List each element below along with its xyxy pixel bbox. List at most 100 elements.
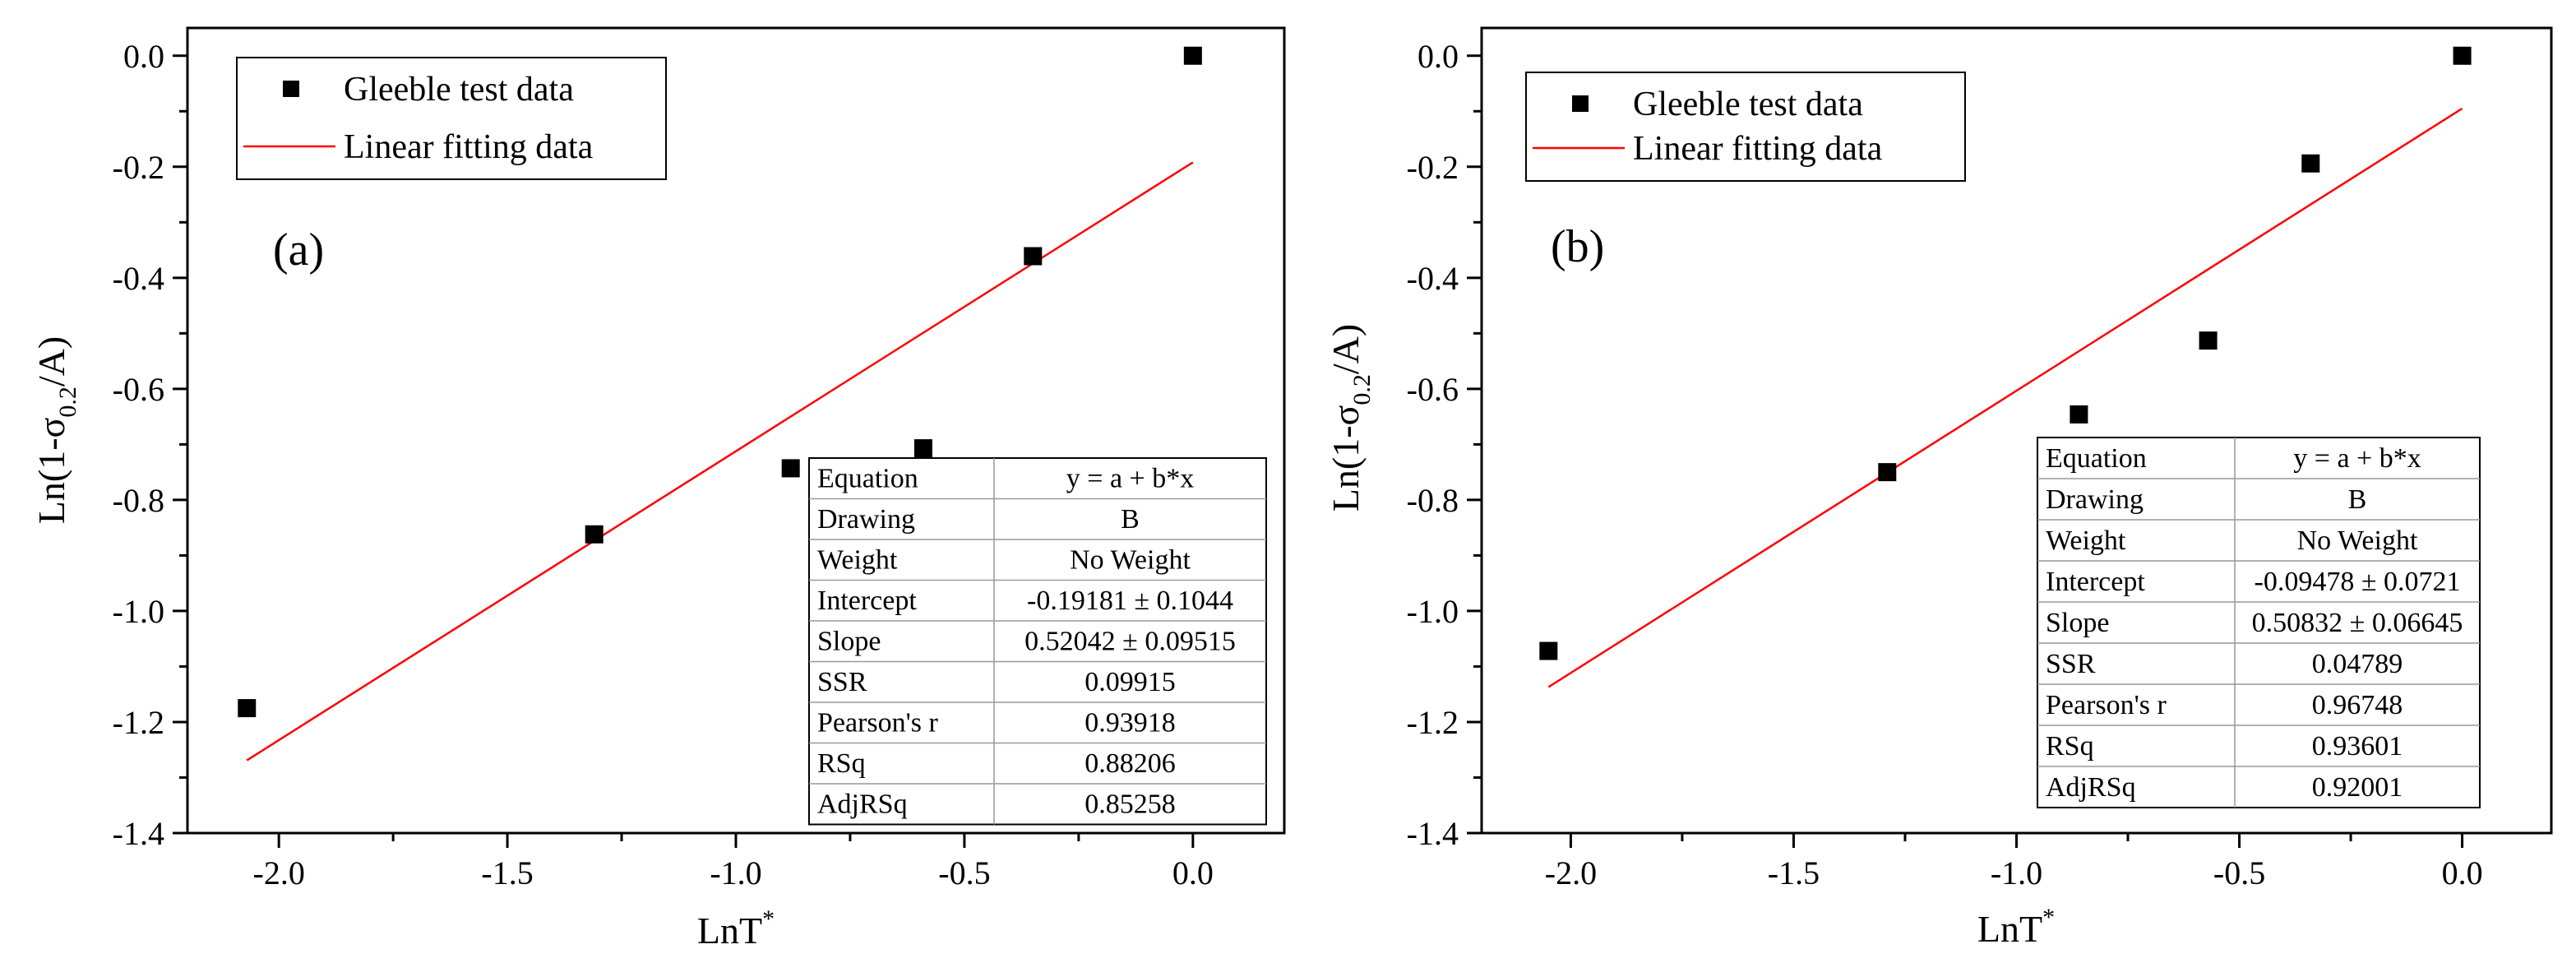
- legend-line-label: Linear fitting data: [344, 128, 594, 166]
- fit-table-value: -0.09478 ± 0.0721: [2255, 567, 2461, 597]
- fit-table-key: Slope: [2046, 608, 2109, 638]
- data-point: [238, 699, 257, 718]
- fit-table-key: Weight: [817, 545, 898, 576]
- data-point: [2453, 46, 2472, 65]
- x-tick-label: 0.0: [2442, 854, 2483, 891]
- y-tick-label: -0.8: [113, 482, 164, 519]
- x-axis-title-sup: *: [2042, 904, 2055, 931]
- data-point: [2070, 405, 2088, 424]
- y-tick-label: -0.6: [1407, 371, 1459, 408]
- fit-table-value: y = a + b*x: [1066, 464, 1194, 494]
- fit-table-key: Equation: [2046, 443, 2147, 474]
- x-tick-label: 0.0: [1172, 854, 1214, 891]
- data-point: [2301, 154, 2320, 173]
- y-tick-label: -1.4: [1407, 815, 1459, 852]
- legend-box: [236, 57, 667, 180]
- fit-line: [1547, 107, 2463, 688]
- fit-table-value: 0.50832 ± 0.06645: [2252, 608, 2463, 638]
- fit-table-value: 0.92001: [2312, 772, 2403, 803]
- legend-box: [1525, 72, 1966, 182]
- y-axis-title-sub: 0.2: [54, 387, 81, 418]
- fit-table-key: Drawing: [817, 504, 915, 535]
- data-point: [913, 439, 932, 458]
- x-tick-label: -1.5: [1768, 854, 1820, 891]
- y-tick-label: 0.0: [123, 38, 164, 75]
- y-tick-label: 0.0: [1417, 38, 1459, 75]
- fit-table-value: 0.09915: [1085, 667, 1176, 697]
- y-tick-label: -0.2: [113, 149, 164, 186]
- y-tick-label: -0.8: [1407, 482, 1459, 519]
- y-axis-title: Ln(1-σ0.2/A): [1325, 324, 1376, 512]
- fit-table-value: 0.93918: [1085, 708, 1176, 738]
- fit-table-value: B: [2348, 484, 2367, 515]
- y-tick-label: -1.4: [113, 815, 164, 852]
- fit-table-value: 0.04789: [2312, 649, 2403, 679]
- x-tick-label: -1.5: [481, 854, 533, 891]
- fit-table-key: Equation: [817, 464, 918, 494]
- fit-table-value: B: [1121, 504, 1140, 535]
- fit-table-key: Weight: [2046, 525, 2126, 556]
- fit-table-border: [2037, 437, 2481, 808]
- legend-line-label: Linear fitting data: [1633, 130, 1883, 168]
- x-tick-label: -0.5: [938, 854, 990, 891]
- panel-label: (a): [273, 225, 324, 275]
- data-point: [1878, 463, 1897, 482]
- fit-table-value: 0.93601: [2312, 731, 2403, 762]
- x-axis-title-sup: *: [762, 905, 775, 933]
- panel-b: -2.0 -1.5 -1.0 -0.5 0.0 0.0 -0.2 -0.4 -0.6 -0.8 -1…: [1325, 26, 2553, 950]
- y-axis-title-end: /A): [1325, 324, 1367, 374]
- y-tick-label: -1.2: [1407, 704, 1459, 741]
- fit-table-key: AdjRSq: [817, 789, 908, 820]
- y-tick-label: -1.0: [1407, 593, 1459, 630]
- fit-table: Equation y = a + b*x Drawing B Weight No Weig…: [808, 457, 1267, 826]
- data-point: [1183, 46, 1202, 65]
- fit-table-key: AdjRSq: [2046, 772, 2136, 803]
- legend-scatter-label: Gleeble test data: [1633, 86, 1863, 123]
- y-axis-title-main: Ln(1-σ: [30, 417, 72, 524]
- x-tick-label: -0.5: [2213, 854, 2265, 891]
- x-axis-title-main: LnT: [1977, 908, 2042, 950]
- data-point: [2199, 331, 2218, 350]
- fit-table-key: RSq: [2046, 731, 2094, 762]
- y-tick-label: -0.4: [113, 260, 164, 297]
- fit-table-key: SSR: [2046, 649, 2096, 679]
- y-tick-label: -1.2: [113, 704, 164, 741]
- x-tick-label: -2.0: [1545, 854, 1597, 891]
- data-point: [1024, 247, 1043, 266]
- fit-table-key: Intercept: [817, 586, 917, 616]
- fit-table-key: Pearson's r: [2046, 690, 2167, 720]
- legend-scatter-marker: [1572, 95, 1589, 112]
- fit-table-value: y = a + b*x: [2293, 443, 2421, 474]
- data-point: [1539, 641, 1558, 660]
- fit-table-value: No Weight: [1070, 545, 1191, 576]
- y-axis-title-sub: 0.2: [1348, 374, 1376, 405]
- fit-table-border: [808, 457, 1267, 826]
- y-tick-label: -0.2: [1407, 149, 1459, 186]
- legend-scatter-marker: [283, 81, 299, 97]
- x-axis-title-main: LnT: [697, 910, 762, 951]
- fit-table-value: 0.88206: [1085, 748, 1176, 779]
- panel-a: -2.0 -1.5 -1.0 -0.5 0.0 0.0 -0.2 -0.4 -0.6 -0.8 -1…: [30, 26, 1286, 951]
- fit-table-value: 0.52042 ± 0.09515: [1024, 627, 1236, 657]
- x-tick-label: -1.0: [710, 854, 761, 891]
- fit-table-key: SSR: [817, 667, 867, 697]
- y-axis-title-main: Ln(1-σ: [1325, 405, 1367, 512]
- x-tick-label: -1.0: [1991, 854, 2042, 891]
- y-axis-title-end: /A): [30, 336, 72, 387]
- fit-table-key: Slope: [817, 627, 881, 657]
- fit-table-value: 0.85258: [1085, 789, 1176, 820]
- x-axis-title: LnT*: [697, 905, 775, 951]
- fit-table-value: No Weight: [2297, 525, 2418, 556]
- y-tick-label: -1.0: [113, 593, 164, 630]
- data-point: [585, 525, 604, 544]
- y-tick-label: -0.6: [113, 371, 164, 408]
- y-tick-label: -0.4: [1407, 260, 1459, 297]
- fit-table-key: Drawing: [2046, 484, 2144, 515]
- fit-table-key: Pearson's r: [817, 708, 939, 738]
- y-axis-title: Ln(1-σ0.2/A): [30, 336, 81, 524]
- fit-table-value: -0.19181 ± 0.1044: [1027, 586, 1233, 616]
- fit-table-key: RSq: [817, 748, 866, 779]
- x-axis-title: LnT*: [1977, 904, 2055, 950]
- fit-table-value: 0.96748: [2312, 690, 2403, 720]
